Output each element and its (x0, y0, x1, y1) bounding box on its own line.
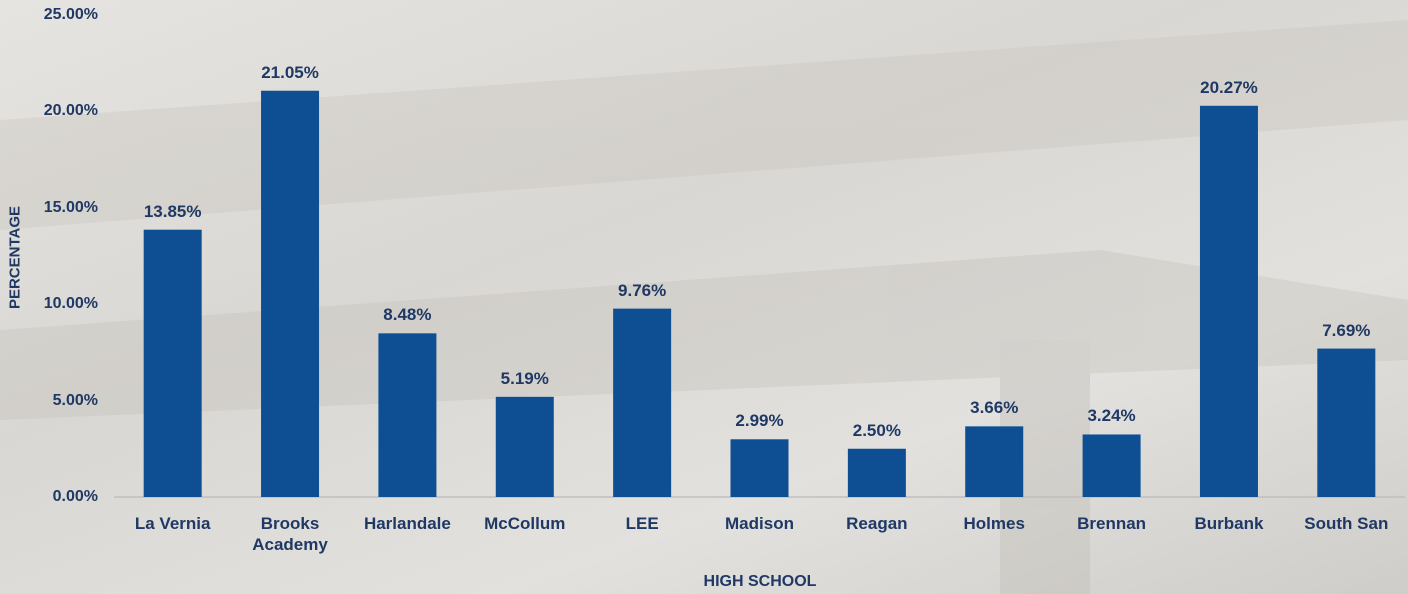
y-tick-label: 0.00% (0, 486, 98, 507)
bar (144, 230, 202, 497)
x-tick-label: Brennan (1052, 513, 1172, 534)
bar (261, 91, 319, 497)
chart: HIGH SCHOOL PERCENTAGE 0.00%5.00%10.00%1… (0, 0, 1408, 594)
data-label: 20.27% (1179, 77, 1279, 98)
x-tick-label: South San (1286, 513, 1406, 534)
x-tick-label: Burbank (1169, 513, 1289, 534)
x-tick-label: Reagan (817, 513, 937, 534)
y-tick-label: 10.00% (0, 293, 98, 314)
bar (378, 333, 436, 497)
data-label: 21.05% (240, 62, 340, 83)
x-tick-label: LEE (582, 513, 702, 534)
data-label: 5.19% (475, 368, 575, 389)
x-tick-label: La Vernia (113, 513, 233, 534)
bar (496, 397, 554, 497)
x-tick-label: McCollum (465, 513, 585, 534)
y-tick-label: 25.00% (0, 4, 98, 25)
data-label: 2.99% (710, 410, 810, 431)
bar (1083, 434, 1141, 497)
x-tick-label: Holmes (934, 513, 1054, 534)
background-decor (0, 20, 1408, 594)
data-label: 2.50% (827, 420, 927, 441)
decor (0, 250, 1408, 420)
bar (613, 309, 671, 497)
x-tick-label: Madison (700, 513, 820, 534)
y-tick-label: 20.00% (0, 100, 98, 121)
x-tick-label: Brooks Academy (230, 513, 350, 555)
data-label: 3.66% (944, 397, 1044, 418)
data-label: 9.76% (592, 280, 692, 301)
data-label: 13.85% (123, 201, 223, 222)
decor (0, 20, 1408, 230)
x-tick-label: Harlandale (347, 513, 467, 534)
bar (1317, 349, 1375, 497)
y-tick-label: 5.00% (0, 390, 98, 411)
data-label: 3.24% (1062, 405, 1162, 426)
bar (1200, 106, 1258, 497)
bar (965, 426, 1023, 497)
bar (848, 449, 906, 497)
data-label: 8.48% (357, 304, 457, 325)
x-axis-title: HIGH SCHOOL (660, 571, 860, 592)
y-tick-label: 15.00% (0, 197, 98, 218)
bar (731, 439, 789, 497)
data-label: 7.69% (1296, 320, 1396, 341)
